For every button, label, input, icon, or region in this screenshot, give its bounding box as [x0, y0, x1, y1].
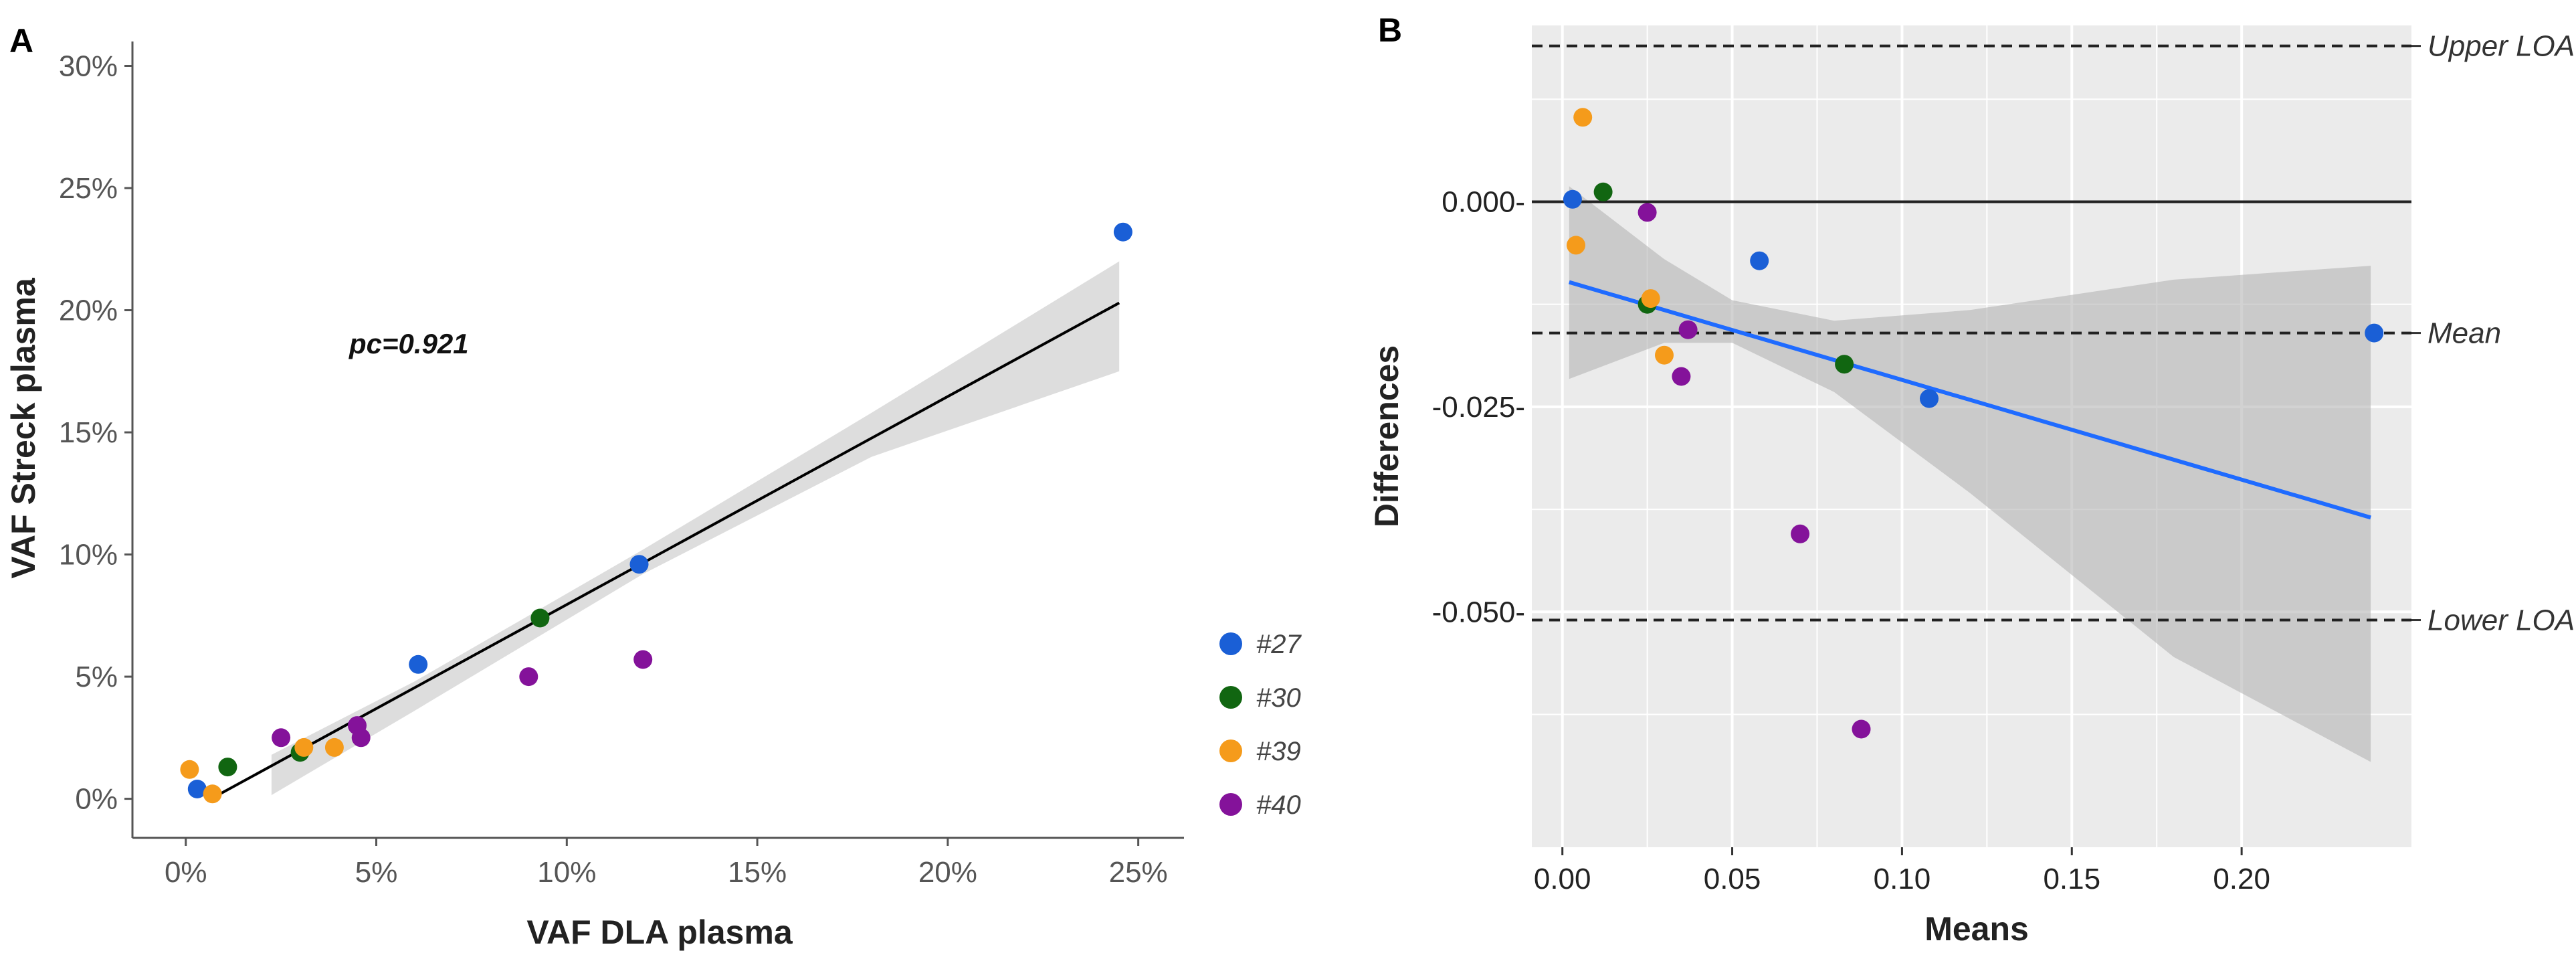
panel-a-point-id-39 [180, 760, 199, 779]
panel-a-x-tick-label: 20% [918, 856, 977, 889]
panel-a-x-tick-label: 5% [355, 856, 398, 889]
panel-a-point-id-39 [203, 784, 222, 804]
panel-b-point-id-40 [1791, 524, 1810, 543]
panel-b-x-ticks: 0.00 0.05 0.10 0.15 0.20 [1534, 847, 2270, 895]
panel-b-x-tick-label: 0.05 [1704, 863, 1761, 895]
panel-b-points [1563, 108, 2384, 739]
panel-b-reference-lines: Upper LOA Mean Lower LOA [1532, 30, 2575, 637]
panel-b-x-tick-label: 0.20 [2213, 863, 2270, 895]
panel-b-x-tick-label: 0.10 [1874, 863, 1931, 895]
panel-a-regression-line [219, 301, 1120, 796]
legend-marker-id-30 [1219, 686, 1242, 709]
legend-label-id-39: #39 [1256, 737, 1301, 766]
panel-a-points [180, 222, 1132, 804]
panel-a-correlation-annotation: pc=0.921 [349, 328, 469, 359]
panel-a-x-tick-label: 15% [728, 856, 787, 889]
panel-b-point-id-39 [1567, 236, 1585, 255]
panel-a-y-tick-label: 15% [59, 416, 118, 449]
panel-a-y-axis-label: VAF Streck plasma [5, 277, 42, 578]
panel-a-point-id-39 [324, 737, 344, 757]
panel-b-confidence-band [1569, 186, 2371, 762]
panel-b-label: B [1378, 11, 1402, 49]
panel-b-point-id-40 [1638, 203, 1657, 222]
panel-a-point-id-39 [294, 737, 314, 757]
panel-b-regression-line [1569, 280, 2371, 520]
panel-a-confidence-band-area [271, 261, 1120, 796]
panel-b-point-id-39 [1641, 289, 1660, 309]
panel-a-y-tick-label: 5% [75, 661, 118, 693]
panel-b-point-id-27 [2365, 323, 2384, 343]
panel-b-ref-label: Mean [2428, 317, 2501, 350]
panel-b-point-id-40 [1852, 719, 1871, 739]
panel-a-fit-line [219, 301, 1120, 796]
panel-b-y-ticks: 0.000- -0.025- -0.050- [1432, 185, 1525, 628]
panel-b-point-id-27 [1563, 189, 1582, 209]
panel-b-confidence-band-area [1569, 186, 2371, 762]
panel-a-point-id-27 [187, 780, 207, 798]
legend-label-id-40: #40 [1256, 790, 1301, 820]
panel-a-y-tick-label: 10% [59, 539, 118, 572]
panel-b-point-id-40 [1672, 367, 1691, 386]
panel-b: B Upper LOA Mean Lower LOA 0.000- -0.025- -0… [1368, 11, 2575, 948]
panel-a-x-tick-label: 0% [165, 856, 207, 889]
panel-a-point-id-27 [629, 555, 649, 574]
panel-b-y-tick-label: 0.000- [1442, 185, 1525, 218]
panel-a-point-id-30 [530, 608, 550, 628]
panel-b-point-id-40 [1678, 320, 1698, 339]
panel-b-point-id-30 [1835, 355, 1854, 374]
panel-b-x-axis-label: Means [1924, 910, 2029, 948]
panel-a-confidence-band [271, 261, 1120, 796]
panel-b-point-id-39 [1655, 345, 1674, 365]
panel-a-y-tick-label: 20% [59, 294, 118, 327]
panel-b-ref-label: Lower LOA [2428, 604, 2575, 637]
panel-b-y-axis-label: Differences [1368, 345, 1405, 527]
legend-label-id-30: #30 [1256, 683, 1301, 713]
panel-b-fit-line [1569, 280, 2371, 520]
panel-a-y-ticks: 0% 5% 10% 15% 20% 25% 30% [59, 50, 132, 816]
panel-a-y-tick-label: 30% [59, 50, 118, 83]
panel-b-y-tick-label: -0.025- [1432, 391, 1525, 424]
panel-a-label: A [9, 22, 33, 60]
panel-b-y-tick-label: -0.050- [1432, 596, 1525, 628]
panel-b-ref-label: Upper LOA [2428, 30, 2575, 63]
panel-a-point-id-40 [633, 650, 653, 669]
panel-a-x-tick-label: 25% [1109, 856, 1168, 889]
panel-a-x-axis-label: VAF DLA plasma [526, 913, 793, 951]
panel-a-point-id-40 [272, 728, 291, 748]
panel-a-point-id-27 [1113, 222, 1132, 242]
panel-a-point-id-40 [519, 667, 538, 687]
panel-b-point-id-39 [1573, 108, 1593, 127]
panel-b-point-id-27 [1750, 251, 1769, 270]
panel-a-point-id-27 [409, 655, 428, 674]
panel-a-point-id-30 [218, 758, 237, 777]
legend-label-id-27: #27 [1256, 630, 1302, 659]
legend-marker-id-39 [1219, 740, 1242, 762]
panel-a: A 0% 5% 10% 15% 20% 25% 30% 0% 5% 10% 15% 20% 25% p… [5, 22, 1302, 951]
panel-a-y-tick-label: 0% [75, 783, 118, 816]
legend-marker-id-27 [1219, 632, 1242, 655]
panel-b-point-id-30 [1593, 182, 1613, 201]
legend-marker-id-40 [1219, 793, 1242, 816]
panel-a-x-tick-label: 10% [537, 856, 596, 889]
panel-a-point-id-40 [351, 728, 371, 748]
panel-b-x-tick-label: 0.00 [1534, 863, 1591, 895]
panel-b-point-id-27 [1920, 389, 1939, 408]
panel-a-legend: #27 #30 #39 #40 [1219, 630, 1302, 820]
panel-b-x-tick-label: 0.15 [2043, 863, 2100, 895]
panel-a-y-tick-label: 25% [59, 172, 118, 205]
panel-a-x-ticks: 0% 5% 10% 15% 20% 25% [165, 838, 1168, 889]
